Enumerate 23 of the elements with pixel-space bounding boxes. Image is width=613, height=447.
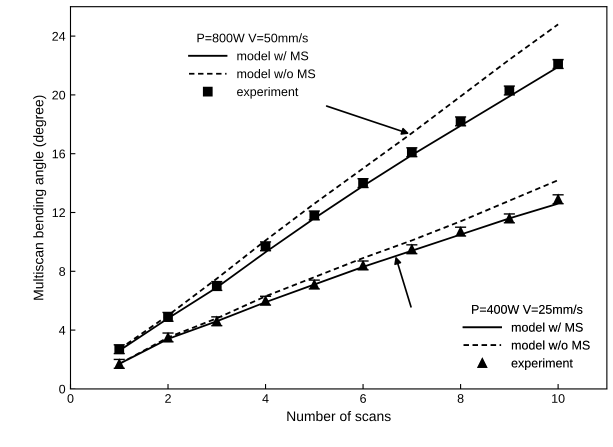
- legend-label: model w/o MS: [512, 340, 590, 350]
- y-axis-title: Multiscan bending angle (degree): [33, 96, 46, 300]
- y-tick-label: 8: [59, 267, 66, 276]
- x-tick-label: 8: [458, 394, 464, 403]
- legend-label: experiment: [237, 86, 298, 99]
- y-tick-label: 12: [52, 208, 66, 218]
- annotation: P=800W V=50mm/s: [197, 33, 308, 42]
- x-tick-label: 0: [68, 394, 74, 403]
- legend-label: model w/o MS: [237, 69, 316, 78]
- y-tick-label: 20: [52, 90, 66, 100]
- legend-label: experiment: [512, 358, 573, 370]
- legend-label: model w/ MS: [237, 51, 308, 60]
- y-tick-label: 16: [52, 150, 66, 158]
- x-tick-label: 10: [552, 394, 565, 403]
- x-axis-title: Number of scans: [287, 410, 391, 422]
- legend-label: model w/ MS: [512, 322, 583, 332]
- x-tick-label: 6: [360, 394, 366, 403]
- annotation: P=400W V=25mm/s: [472, 304, 582, 314]
- y-tick-label: 24: [52, 32, 66, 41]
- y-tick-label: 0: [59, 384, 66, 394]
- x-tick-label: 2: [165, 394, 171, 403]
- y-tick-label: 4: [58, 326, 66, 335]
- x-tick-label: 4: [262, 394, 269, 403]
